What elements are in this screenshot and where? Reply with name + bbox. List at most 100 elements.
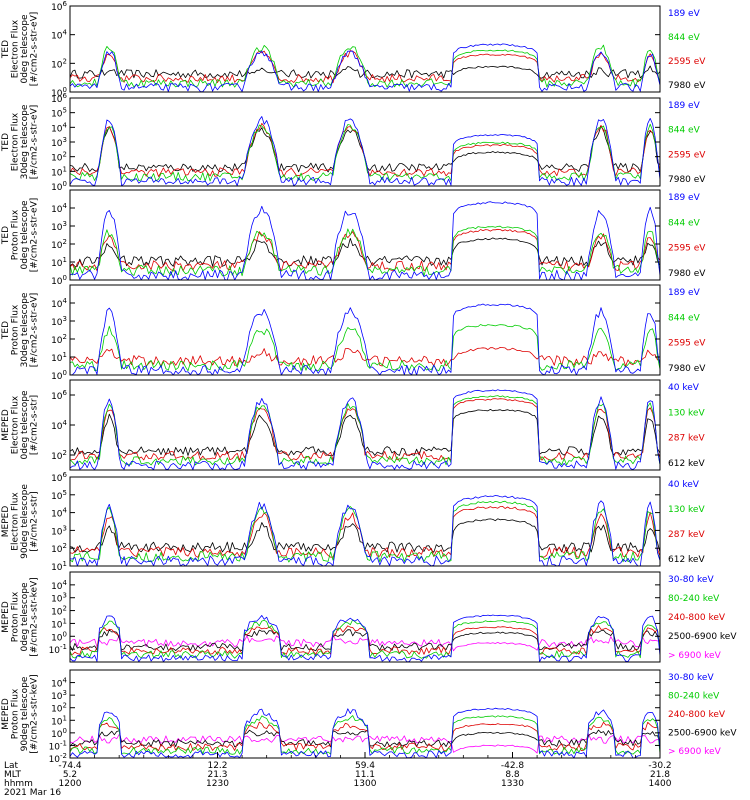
legend-entry: 844 eV: [668, 126, 701, 136]
x-tick-label: -74.4: [58, 761, 82, 771]
legend-entry: 2500-6900 keV: [668, 729, 737, 739]
y-axis-label: TEDElectron Flux0deg telescope[#/cm2-s-s…: [1, 12, 40, 87]
series-line: [69, 715, 661, 755]
panel-frame: [69, 571, 661, 663]
x-tick-label: 8.8: [505, 770, 520, 780]
legend-entry: 240-800 keV: [668, 710, 726, 720]
panel-5: 102 104 106 MEPEDElectron Flux0deg telescop…: [1, 379, 705, 471]
y-tick-label: 106: [51, 471, 67, 484]
series-line: [69, 625, 661, 655]
y-tick-label: 102: [51, 449, 67, 462]
legend-entry: > 6900 keV: [668, 651, 722, 661]
legend-entry: 287 keV: [668, 434, 705, 444]
y-tick-label: 106: [51, 389, 67, 402]
y-tick-label: 103: [51, 689, 67, 702]
x-tick-label: 1200: [59, 779, 82, 789]
x-tick-label: 1400: [649, 779, 672, 789]
x-tick-label: -30.2: [648, 761, 671, 771]
legend-entry: 30-80 keV: [668, 673, 714, 683]
y-tick-label: 102: [51, 542, 67, 555]
y-tick-label: 104: [51, 121, 67, 134]
legend-entry: 2595 eV: [668, 244, 706, 254]
legend-entry: 7980 eV: [668, 175, 706, 185]
y-tick-label: 10-2: [49, 752, 67, 765]
series-line: [69, 614, 661, 663]
y-axis-label: MEPEDElectron Flux0deg telescope[#/cm2-s…: [1, 390, 40, 460]
y-tick-label: 106: [51, 92, 67, 105]
legend-entry: 844 eV: [668, 313, 701, 323]
panel-4: 100 101 102 103 104 TEDProton Flux30deg teles…: [1, 284, 706, 382]
y-tick-label: 103: [51, 136, 67, 149]
panel-3: 100 101 102 103 104 TEDProton Flux0deg telesc…: [1, 189, 706, 287]
legend-entry: 189 eV: [668, 288, 701, 298]
legend-entry: 2595 eV: [668, 339, 706, 349]
y-tick-label: 101: [51, 256, 67, 269]
y-tick-label: 100: [51, 86, 67, 99]
y-tick-label: 104: [51, 297, 67, 310]
series-line: [69, 116, 661, 187]
legend-entry: 80-240 keV: [668, 594, 720, 604]
series-line: [69, 398, 661, 461]
legend-entry: > 6900 keV: [668, 747, 722, 757]
y-tick-label: 101: [51, 165, 67, 178]
y-axis-label: MEPEDElectron Flux90deg telescope[#/cm2-…: [1, 484, 40, 559]
y-tick-label: 102: [51, 238, 67, 251]
x-tick-label: 5.2: [63, 770, 77, 780]
legend-entry: 844 eV: [668, 218, 701, 228]
series-line: [69, 346, 661, 367]
legend-entry: 612 keV: [668, 555, 705, 565]
legend-entry: 7980 eV: [668, 81, 706, 91]
panel-frame: [69, 97, 661, 187]
panel-frame: [69, 476, 661, 567]
panel-frame: [69, 379, 661, 471]
y-tick-label: 102: [51, 605, 67, 618]
y-tick-label: 100: [51, 180, 67, 193]
panel-frame: [69, 5, 661, 93]
y-tick-label: 10-1: [49, 643, 67, 656]
legend-entry: 7980 eV: [668, 269, 706, 279]
panel-6: 101 102 103 104 105 106 MEPEDElectron Flux90de…: [1, 471, 705, 573]
y-axis-label: TEDElectron Flux30deg telescope[#/cm2-s-…: [1, 104, 40, 179]
y-axis-label: TEDProton Flux30deg telescope[#/cm2-s-st…: [1, 292, 40, 367]
y-tick-label: 102: [51, 702, 67, 715]
legend-entry: 189 eV: [668, 9, 701, 19]
series-line: [69, 44, 661, 88]
x-tick-label: 1230: [206, 779, 229, 789]
y-tick-label: 103: [51, 592, 67, 605]
y-tick-label: 102: [51, 151, 67, 164]
series-line: [69, 123, 661, 177]
x-tick-label: 1330: [501, 779, 524, 789]
y-tick-label: 100: [51, 369, 67, 382]
legend-entry: 287 keV: [668, 530, 705, 540]
panel-frame: [69, 669, 661, 759]
y-tick-label: 10-1: [49, 739, 67, 752]
series-line: [69, 389, 661, 471]
series-line: [69, 225, 661, 277]
series-line: [69, 629, 661, 652]
x-tick-label: 21.3: [207, 770, 227, 780]
series-line: [69, 125, 661, 173]
legend-entry: 130 keV: [668, 408, 705, 418]
y-tick-label: 102: [51, 57, 67, 70]
y-tick-label: 104: [51, 579, 67, 592]
x-tick-label: 12.2: [207, 761, 227, 771]
y-tick-label: 104: [51, 507, 67, 520]
y-axis-label: TEDProton Flux0deg telescope[#/cm2-s-str…: [1, 198, 40, 273]
x-tick-label: 59.4: [355, 761, 375, 771]
y-tick-label: 104: [51, 677, 67, 690]
y-tick-label: 101: [51, 714, 67, 727]
series-line: [69, 619, 661, 659]
series-line: [69, 43, 661, 92]
series-line: [69, 495, 661, 567]
legend-entry: 2595 eV: [668, 150, 706, 160]
y-axis-label: MEPEDProton Flux0deg telescope[#/cm2-s-s…: [1, 577, 40, 656]
legend-entry: 612 keV: [668, 459, 705, 469]
y-tick-label: 102: [51, 333, 67, 346]
legend-entry: 2500-6900 keV: [668, 632, 737, 642]
x-tick-label: 1300: [354, 779, 377, 789]
legend-entry: 130 keV: [668, 505, 705, 515]
legend-entry: 2595 eV: [668, 57, 706, 67]
